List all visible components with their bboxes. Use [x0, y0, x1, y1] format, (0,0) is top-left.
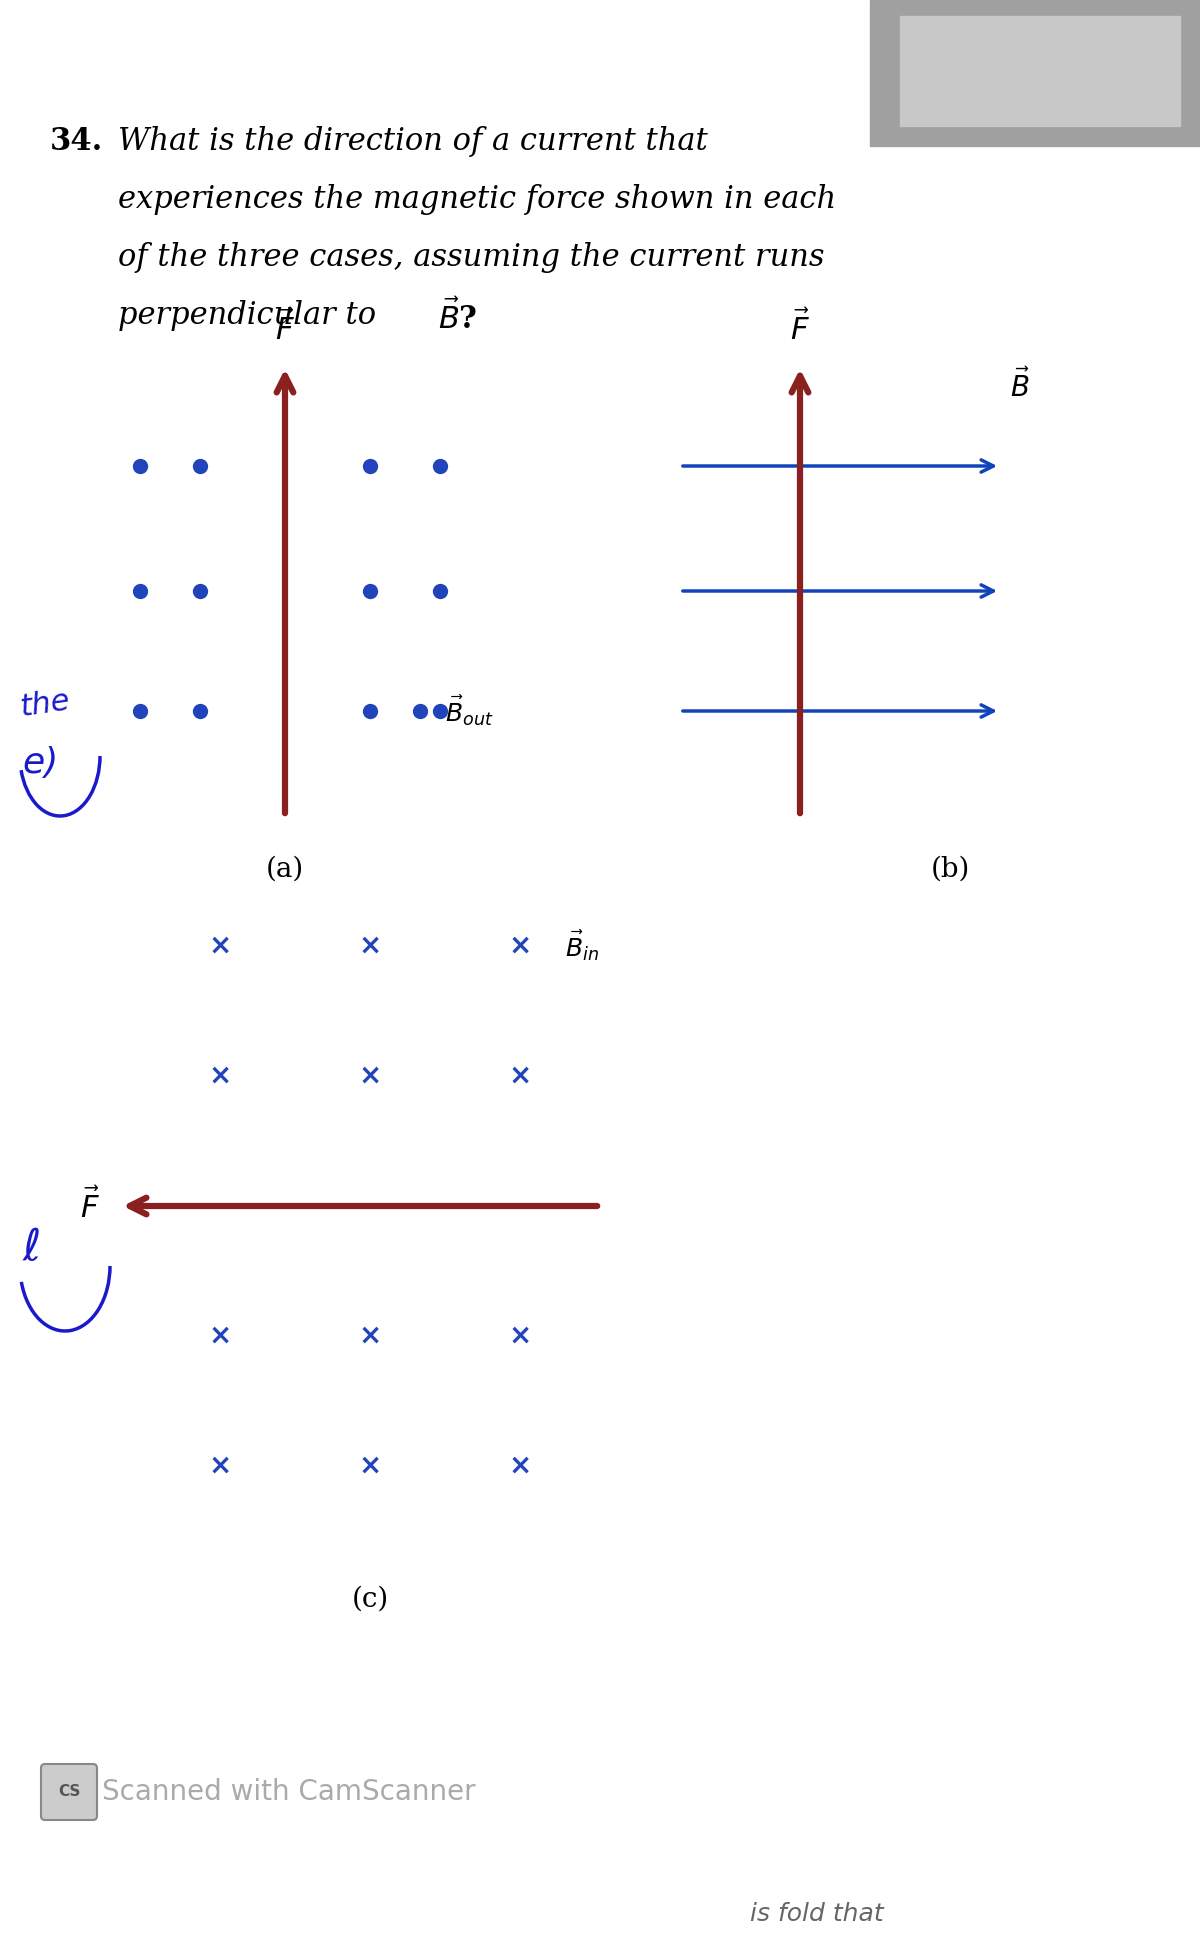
Text: ×: × — [359, 932, 382, 959]
FancyBboxPatch shape — [900, 16, 1180, 126]
Text: $\vec{B}_{in}$: $\vec{B}_{in}$ — [565, 928, 599, 963]
Text: ×: × — [509, 1452, 532, 1481]
Text: experiences the magnetic force shown in each: experiences the magnetic force shown in … — [118, 185, 836, 214]
Text: $\vec{F}$: $\vec{F}$ — [790, 309, 810, 346]
Text: $\vec{B}_{out}$: $\vec{B}_{out}$ — [445, 695, 493, 728]
Text: (c): (c) — [352, 1586, 389, 1613]
Text: ×: × — [509, 1321, 532, 1351]
Text: ×: × — [509, 932, 532, 959]
Text: $\vec{B}$?: $\vec{B}$? — [438, 300, 478, 337]
Text: ×: × — [209, 932, 232, 959]
Text: e): e) — [22, 745, 59, 780]
Text: of the three cases, assuming the current runs: of the three cases, assuming the current… — [118, 241, 824, 272]
Text: ×: × — [209, 1063, 232, 1090]
Text: ×: × — [209, 1321, 232, 1351]
Text: perpendicular to: perpendicular to — [118, 300, 386, 331]
FancyBboxPatch shape — [870, 0, 1200, 146]
Text: $\vec{F}$: $\vec{F}$ — [80, 1187, 100, 1224]
Text: ×: × — [209, 1452, 232, 1481]
Text: (a): (a) — [266, 856, 304, 883]
Text: Scanned with CamScanner: Scanned with CamScanner — [102, 1779, 475, 1806]
Text: ×: × — [359, 1452, 382, 1481]
FancyBboxPatch shape — [41, 1763, 97, 1820]
Text: ×: × — [359, 1063, 382, 1090]
Text: $\vec{F}$: $\vec{F}$ — [275, 309, 295, 346]
Text: $\ell$: $\ell$ — [22, 1226, 41, 1269]
Text: CS: CS — [58, 1784, 80, 1800]
Text: ×: × — [509, 1063, 532, 1090]
Text: the: the — [18, 687, 72, 722]
Text: 34.: 34. — [50, 126, 103, 158]
Text: is fold that: is fold that — [750, 1901, 883, 1927]
Text: (b): (b) — [930, 856, 970, 883]
Text: What is the direction of a current that: What is the direction of a current that — [118, 126, 708, 158]
Text: ×: × — [359, 1321, 382, 1351]
Text: $\vec{B}$: $\vec{B}$ — [1010, 370, 1030, 403]
